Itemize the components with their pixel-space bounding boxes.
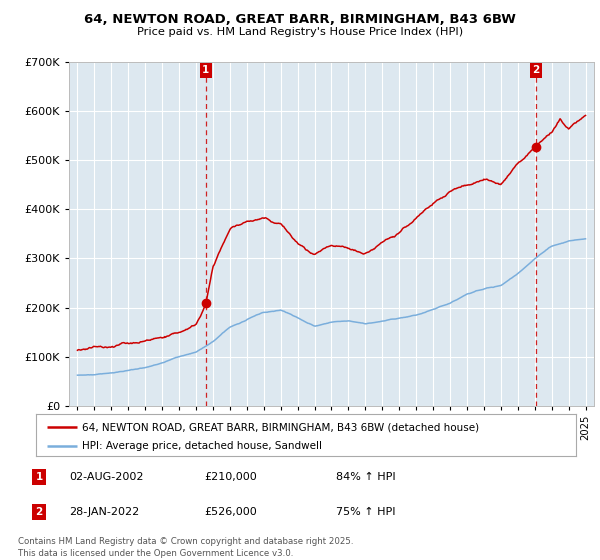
Text: £526,000: £526,000 — [204, 507, 257, 517]
Text: Price paid vs. HM Land Registry's House Price Index (HPI): Price paid vs. HM Land Registry's House … — [137, 27, 463, 38]
Text: 02-AUG-2002: 02-AUG-2002 — [69, 472, 143, 482]
Text: 84% ↑ HPI: 84% ↑ HPI — [336, 472, 395, 482]
Text: Contains HM Land Registry data © Crown copyright and database right 2025.
This d: Contains HM Land Registry data © Crown c… — [18, 537, 353, 558]
Text: £210,000: £210,000 — [204, 472, 257, 482]
Text: 64, NEWTON ROAD, GREAT BARR, BIRMINGHAM, B43 6BW (detached house): 64, NEWTON ROAD, GREAT BARR, BIRMINGHAM,… — [82, 422, 479, 432]
Text: 64, NEWTON ROAD, GREAT BARR, BIRMINGHAM, B43 6BW: 64, NEWTON ROAD, GREAT BARR, BIRMINGHAM,… — [84, 13, 516, 26]
Text: 2: 2 — [35, 507, 43, 517]
Text: 1: 1 — [35, 472, 43, 482]
Text: 75% ↑ HPI: 75% ↑ HPI — [336, 507, 395, 517]
Text: 28-JAN-2022: 28-JAN-2022 — [69, 507, 139, 517]
Text: 1: 1 — [202, 65, 209, 75]
Text: 2: 2 — [532, 65, 539, 75]
Text: HPI: Average price, detached house, Sandwell: HPI: Average price, detached house, Sand… — [82, 441, 322, 451]
